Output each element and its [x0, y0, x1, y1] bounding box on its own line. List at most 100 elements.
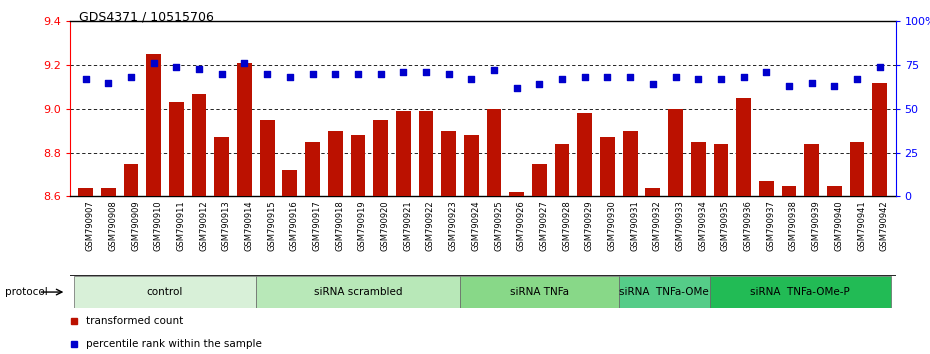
Point [351, 71, 365, 76]
Bar [578, 113, 592, 196]
Text: siRNA  TNFa-OMe-P: siRNA TNFa-OMe-P [751, 287, 850, 297]
Text: GSM790933: GSM790933 [675, 200, 684, 251]
Text: GSM790919: GSM790919 [358, 200, 367, 251]
Text: GSM790916: GSM790916 [290, 200, 299, 251]
Text: GSM790911: GSM790911 [177, 200, 185, 251]
Bar [713, 144, 728, 196]
Point [510, 85, 525, 91]
Point [418, 69, 433, 75]
Bar [101, 188, 115, 196]
Bar [146, 54, 161, 196]
Point [578, 74, 592, 80]
Bar [327, 131, 342, 196]
Point [623, 74, 638, 80]
Bar [532, 164, 547, 196]
Point [259, 71, 274, 76]
Text: GSM790907: GSM790907 [86, 200, 95, 251]
Point [214, 71, 229, 76]
Text: GSM790940: GSM790940 [834, 200, 844, 251]
Text: GSM790925: GSM790925 [494, 200, 503, 251]
Bar [237, 63, 252, 196]
Point [396, 69, 411, 75]
Text: GSM790941: GSM790941 [857, 200, 866, 251]
Text: GSM790938: GSM790938 [789, 200, 798, 251]
Bar [373, 120, 388, 196]
Text: GSM790921: GSM790921 [404, 200, 412, 251]
Bar [305, 142, 320, 196]
Text: GSM790942: GSM790942 [880, 200, 889, 251]
Bar [78, 188, 93, 196]
Point [532, 81, 547, 87]
Bar [283, 170, 298, 196]
Bar [215, 137, 229, 196]
Text: GSM790910: GSM790910 [153, 200, 163, 251]
Point [237, 61, 252, 66]
Bar [850, 142, 864, 196]
Text: GSM790908: GSM790908 [108, 200, 117, 251]
Point [100, 80, 115, 85]
Text: GSM790909: GSM790909 [131, 200, 140, 251]
Text: siRNA  TNFa-OMe: siRNA TNFa-OMe [619, 287, 709, 297]
Bar [486, 109, 501, 196]
Bar [710, 276, 891, 308]
Text: siRNA scrambled: siRNA scrambled [313, 287, 402, 297]
Bar [645, 188, 660, 196]
Bar [618, 276, 710, 308]
Bar [256, 276, 460, 308]
Point [373, 71, 388, 76]
Point [600, 74, 615, 80]
Text: GDS4371 / 10515706: GDS4371 / 10515706 [79, 11, 214, 24]
Point [872, 64, 887, 70]
Text: GSM790934: GSM790934 [698, 200, 707, 251]
Point [713, 76, 728, 82]
Point [554, 76, 569, 82]
Point [305, 71, 320, 76]
Bar [554, 144, 569, 196]
Bar [759, 181, 774, 196]
Point [645, 81, 660, 87]
Bar [623, 131, 637, 196]
Point [737, 74, 751, 80]
Bar [351, 135, 365, 196]
Point [283, 74, 298, 80]
Text: GSM790926: GSM790926 [517, 200, 525, 251]
Point [78, 76, 93, 82]
Text: GSM790930: GSM790930 [607, 200, 617, 251]
Point [146, 61, 161, 66]
Bar [668, 109, 683, 196]
Point [668, 74, 683, 80]
Bar [460, 276, 618, 308]
Bar [600, 137, 615, 196]
Point [124, 74, 139, 80]
Point [169, 64, 184, 70]
Text: GSM790915: GSM790915 [267, 200, 276, 251]
Text: GSM790931: GSM790931 [631, 200, 639, 251]
Bar [804, 144, 819, 196]
Point [781, 83, 796, 89]
Point [804, 80, 819, 85]
Text: GSM790913: GSM790913 [221, 200, 231, 251]
Bar [169, 102, 184, 196]
Point [759, 69, 774, 75]
Bar [464, 135, 479, 196]
Bar [74, 276, 256, 308]
Bar [872, 82, 887, 196]
Bar [418, 111, 433, 196]
Text: protocol: protocol [5, 287, 47, 297]
Point [327, 71, 342, 76]
Text: GSM790920: GSM790920 [380, 200, 390, 251]
Text: GSM790924: GSM790924 [472, 200, 480, 251]
Bar [192, 93, 206, 196]
Point [441, 71, 456, 76]
Text: GSM790939: GSM790939 [812, 200, 820, 251]
Text: siRNA TNFa: siRNA TNFa [510, 287, 569, 297]
Bar [691, 142, 706, 196]
Text: GSM790918: GSM790918 [335, 200, 344, 251]
Text: GSM790927: GSM790927 [539, 200, 549, 251]
Point [464, 76, 479, 82]
Bar [259, 120, 274, 196]
Text: GSM790928: GSM790928 [562, 200, 571, 251]
Text: GSM790914: GSM790914 [245, 200, 254, 251]
Text: GSM790929: GSM790929 [585, 200, 593, 251]
Point [827, 83, 842, 89]
